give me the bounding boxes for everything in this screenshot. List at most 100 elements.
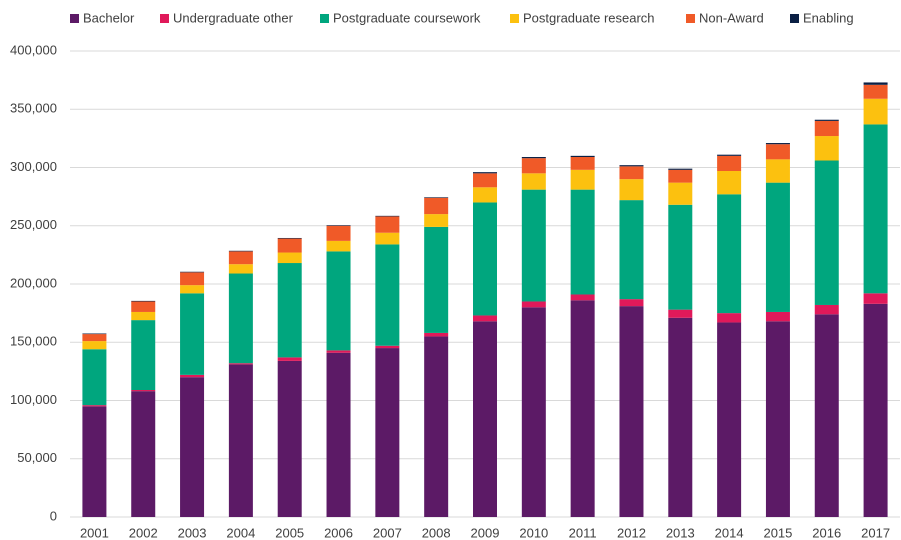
y-tick-label: 250,000: [10, 217, 57, 232]
bar-segment: [717, 313, 742, 323]
bar-segment: [717, 170, 742, 195]
y-tick-label: 100,000: [10, 392, 57, 407]
bar-segment: [668, 169, 693, 183]
x-tick-label: 2013: [666, 525, 695, 540]
bar-segment: [521, 189, 546, 302]
bar-segment: [82, 349, 107, 406]
x-tick-label: 2005: [275, 525, 304, 540]
bar-segment: [228, 273, 253, 364]
bar-segment: [277, 252, 302, 264]
bar-segment: [863, 303, 888, 517]
bar-segment: [814, 160, 839, 305]
bar-segment: [228, 364, 253, 517]
bar-segment: [473, 173, 497, 188]
bar-segment: [473, 321, 497, 517]
bar-segment: [619, 166, 644, 180]
x-tick-label: 2014: [715, 525, 744, 540]
bar-segment: [619, 200, 644, 300]
bar-segment: [717, 154, 742, 156]
bar-segment: [82, 406, 107, 517]
bar-segment: [570, 169, 595, 190]
bar-segment: [619, 299, 644, 307]
bar-segment: [424, 226, 449, 333]
bar-segment: [765, 159, 790, 183]
bar-segment: [82, 341, 107, 350]
y-tick-label: 200,000: [10, 275, 57, 290]
bar-segment: [82, 334, 107, 342]
x-tick-label: 2002: [129, 525, 158, 540]
bar-segment: [863, 293, 888, 304]
x-tick-label: 2017: [861, 525, 890, 540]
bar-segment: [228, 251, 253, 265]
bar-segment: [375, 244, 400, 346]
x-tick-label: 2003: [178, 525, 207, 540]
bar-segment: [424, 214, 449, 227]
bar-segment: [668, 168, 693, 170]
bar-segment: [131, 320, 156, 391]
y-tick-label: 50,000: [17, 450, 57, 465]
bar-segment: [375, 216, 400, 233]
x-tick-label: 2015: [763, 525, 792, 540]
x-tick-label: 2004: [226, 525, 255, 540]
bar-segment: [180, 377, 205, 517]
bar-segment: [814, 120, 839, 137]
legend-swatch: [160, 14, 169, 23]
x-tick-label: 2012: [617, 525, 646, 540]
legend-label: Undergraduate other: [173, 10, 294, 25]
legend-swatch: [320, 14, 329, 23]
bar-segment: [619, 179, 644, 201]
bar-segment: [326, 225, 351, 226]
bar-segment: [277, 360, 302, 517]
bar-segment: [326, 240, 351, 252]
legend-swatch: [790, 14, 799, 23]
bar-segment: [814, 314, 839, 517]
bar-segment: [668, 309, 693, 318]
bar-segment: [326, 352, 351, 517]
y-tick-label: 0: [50, 508, 57, 523]
bar-segment: [180, 374, 205, 378]
legend-label: Enabling: [803, 10, 854, 25]
bar-segment: [570, 157, 595, 170]
bar-segment: [717, 194, 742, 314]
bar-segment: [863, 124, 888, 294]
legend-swatch: [686, 14, 695, 23]
bar-segment: [863, 84, 888, 99]
legend-label: Postgraduate research: [523, 10, 655, 25]
bar-segment: [765, 182, 790, 312]
legend-label: Bachelor: [83, 10, 135, 25]
x-tick-label: 2006: [324, 525, 353, 540]
bar-segment: [521, 173, 546, 190]
bar-segment: [131, 390, 156, 392]
bar-segment: [326, 350, 351, 353]
x-tick-label: 2010: [519, 525, 548, 540]
bar-segment: [424, 197, 449, 198]
bar-segment: [277, 357, 302, 361]
bar-segment: [668, 182, 693, 205]
bar-segment: [375, 348, 400, 517]
bar-segment: [668, 204, 693, 310]
bar-segment: [521, 301, 546, 308]
bar-segment: [521, 307, 546, 517]
bar-segment: [717, 322, 742, 517]
bar-segment: [82, 333, 107, 335]
x-tick-label: 2016: [812, 525, 841, 540]
x-tick-label: 2011: [569, 525, 597, 540]
legend-swatch: [510, 14, 519, 23]
bar-segment: [619, 165, 644, 167]
bar-segment: [180, 293, 205, 375]
bar-segment: [717, 155, 742, 171]
bar-segment: [570, 294, 595, 301]
bar-segment: [814, 119, 839, 121]
bar-segment: [521, 158, 546, 174]
bar-segment: [473, 202, 497, 316]
bar-segment: [228, 264, 253, 274]
bar-segment: [765, 144, 790, 160]
bar-segment: [814, 136, 839, 161]
bar-segment: [765, 143, 790, 145]
bar-segment: [326, 225, 351, 241]
bar-segment: [424, 197, 449, 215]
bar-segment: [326, 251, 351, 351]
bar-segment: [570, 155, 595, 158]
bar-segment: [375, 215, 400, 217]
bar-segment: [180, 272, 205, 286]
